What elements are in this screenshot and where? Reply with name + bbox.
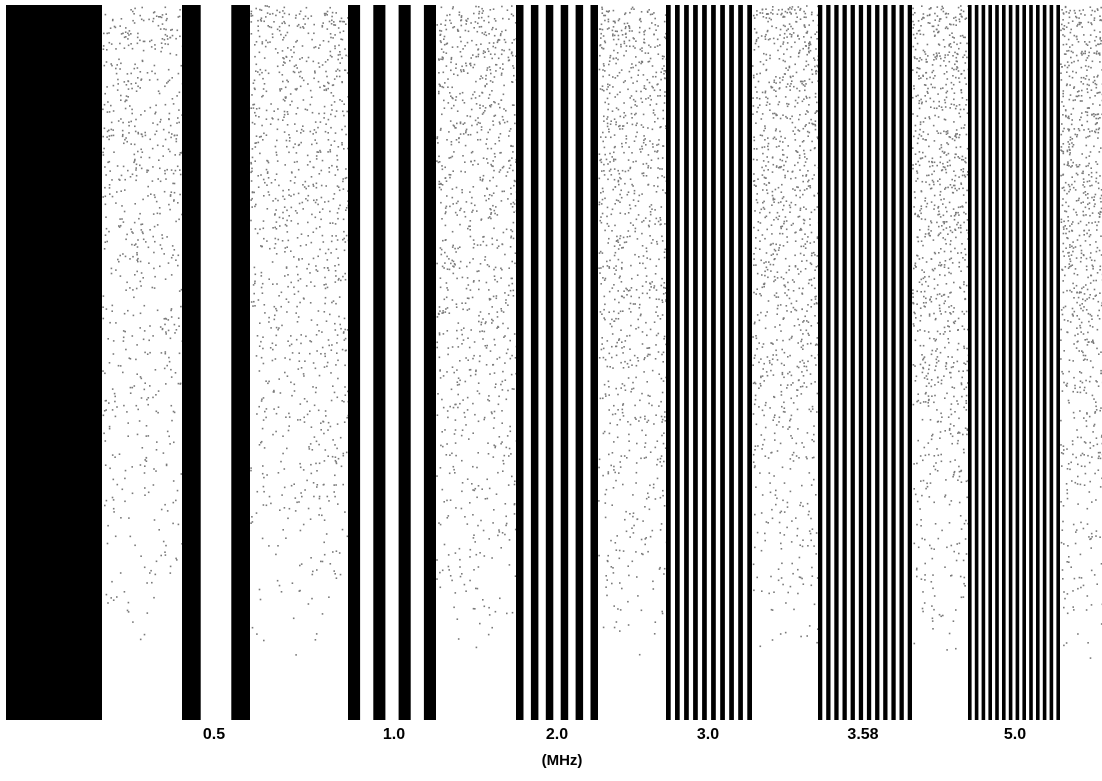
bar-6-13: [1056, 5, 1060, 720]
freq-label-3-0: 3.0: [697, 726, 719, 744]
bar-4-6: [720, 5, 725, 720]
bar-5-2: [834, 5, 838, 720]
bar-2-0: [348, 5, 360, 720]
bar-2-2: [399, 5, 411, 720]
unit-label: (MHz): [542, 752, 583, 769]
noise-speckle-1: [250, 5, 349, 656]
bar-4-9: [747, 5, 752, 720]
freq-label-2-0: 2.0: [546, 726, 568, 744]
freq-label-0-5: 0.5: [203, 726, 225, 744]
bar-5-3: [843, 5, 847, 720]
bar-6-12: [1050, 5, 1054, 720]
bar-6-3: [988, 5, 992, 720]
bar-6-1: [975, 5, 979, 720]
bar-6-6: [1009, 5, 1013, 720]
bar-group-5: [818, 5, 912, 720]
bar-3-4: [576, 5, 584, 720]
bar-3-3: [561, 5, 569, 720]
bar-6-5: [1002, 5, 1006, 720]
bar-6-8: [1022, 5, 1026, 720]
bar-group-3: [516, 5, 598, 720]
bar-3-0: [516, 5, 524, 720]
bar-3-2: [546, 5, 554, 720]
bar-group-1: [182, 5, 250, 720]
bar-group-4: [666, 5, 752, 720]
bar-5-5: [859, 5, 863, 720]
freq-label-3-58: 3.58: [847, 726, 878, 744]
bar-6-9: [1029, 5, 1033, 720]
bar-6-2: [982, 5, 986, 720]
bar-5-10: [900, 5, 904, 720]
bar-5-4: [851, 5, 855, 720]
bar-6-7: [1016, 5, 1020, 720]
bar-5-6: [867, 5, 871, 720]
bar-4-8: [738, 5, 743, 720]
bar-5-0: [818, 5, 822, 720]
bar-4-7: [729, 5, 734, 720]
bar-6-0: [968, 5, 972, 720]
bar-1-1: [231, 5, 250, 720]
bar-0-0: [6, 5, 102, 720]
noise-speckle-2: [436, 5, 517, 648]
bar-5-1: [826, 5, 830, 720]
bar-1-0: [182, 5, 201, 720]
noise-speckle-5: [912, 5, 969, 650]
bar-4-5: [711, 5, 716, 720]
bar-2-1: [373, 5, 385, 720]
bar-5-8: [883, 5, 887, 720]
bar-4-3: [693, 5, 698, 720]
bar-2-3: [424, 5, 436, 720]
noise-speckle-3: [598, 7, 667, 656]
bar-6-11: [1043, 5, 1047, 720]
noise-speckle-6: [1060, 6, 1102, 659]
noise-speckle-0: [102, 7, 183, 641]
freq-label-5-0: 5.0: [1004, 726, 1026, 744]
bar-group-2: [348, 5, 436, 720]
bar-4-0: [666, 5, 671, 720]
bar-6-10: [1036, 5, 1040, 720]
noise-speckle-4: [752, 5, 820, 647]
bar-4-1: [675, 5, 680, 720]
bar-5-9: [891, 5, 895, 720]
bar-6-4: [995, 5, 999, 720]
bar-4-2: [684, 5, 689, 720]
freq-label-1-0: 1.0: [383, 726, 405, 744]
bar-4-4: [702, 5, 707, 720]
bar-group-6: [968, 5, 1060, 720]
bar-5-7: [875, 5, 879, 720]
bar-5-11: [908, 5, 912, 720]
bar-3-5: [591, 5, 599, 720]
bar-group-0: [6, 5, 102, 720]
bar-3-1: [531, 5, 539, 720]
